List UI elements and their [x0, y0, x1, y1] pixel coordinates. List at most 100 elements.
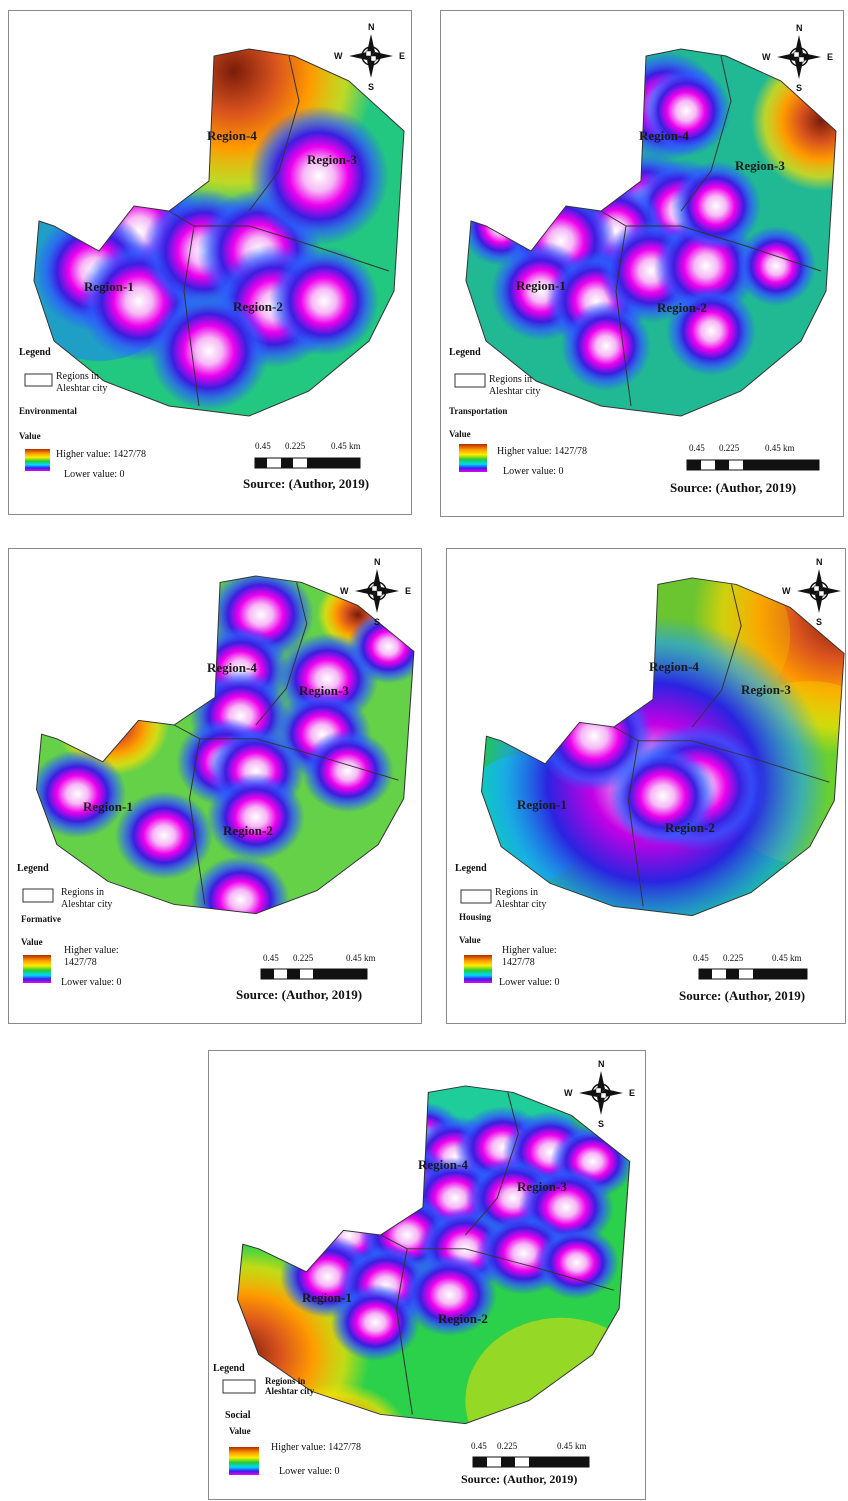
- scale-bar: 0.45 0.225 0.45 km: [260, 953, 376, 980]
- legend: Legend Regions in Aleshtar city Social V…: [213, 1363, 361, 1477]
- svg-text:S: S: [598, 1119, 604, 1129]
- svg-text:0.45: 0.45: [689, 443, 705, 453]
- color-ramp: [229, 1447, 259, 1475]
- region-4-label: Region-4: [207, 660, 257, 675]
- scale-bar: 0.45 0.225 0.45 km: [686, 443, 820, 471]
- svg-text:Higher value:: Higher value:: [502, 945, 557, 956]
- svg-text:0.45 km: 0.45 km: [772, 953, 802, 963]
- svg-text:Higher value: 1427/78: Higher value: 1427/78: [497, 446, 587, 457]
- source-text: Source: (Author, 2019): [679, 988, 805, 1003]
- north-arrow-icon: N S E W: [762, 23, 833, 93]
- svg-text:N: N: [816, 557, 823, 567]
- source-text: Source: (Author, 2019): [461, 1472, 577, 1486]
- region-1-label: Region-1: [84, 279, 134, 294]
- legend: Legend Regions in Aleshtar city Environm…: [19, 347, 146, 480]
- svg-text:N: N: [598, 1059, 605, 1069]
- source-text: Source: (Author, 2019): [243, 476, 369, 491]
- svg-text:0.225: 0.225: [719, 443, 740, 453]
- svg-text:Aleshtar city: Aleshtar city: [489, 386, 540, 397]
- svg-text:Higher value:: Higher value:: [64, 945, 119, 956]
- svg-text:0.225: 0.225: [723, 953, 744, 963]
- region-1-label: Region-1: [516, 278, 566, 293]
- region-1-label: Region-1: [83, 799, 133, 814]
- map-formative: Region-4 Region-3 Region-1 Region-2 N S …: [17, 557, 415, 1002]
- svg-text:Aleshtar city: Aleshtar city: [265, 1386, 315, 1396]
- svg-text:W: W: [762, 52, 771, 62]
- legend: Legend Regions in Aleshtar city Housing …: [455, 863, 560, 988]
- map-transportation: Region-4 Region-3 Region-1 Region-2 N S …: [449, 23, 837, 495]
- svg-text:Lower value: 0: Lower value: 0: [279, 1466, 340, 1477]
- svg-text:Legend: Legend: [449, 347, 481, 358]
- map-panel-transportation: Region-4 Region-3 Region-1 Region-2 N S …: [440, 10, 844, 517]
- scale-bar: 0.45 0.225 0.45 km: [693, 953, 808, 980]
- svg-text:Lower value: 0: Lower value: 0: [61, 977, 122, 988]
- svg-text:Value: Value: [19, 431, 41, 441]
- color-ramp: [25, 449, 50, 471]
- svg-text:N: N: [796, 23, 803, 33]
- svg-text:0.225: 0.225: [293, 953, 314, 963]
- svg-text:Lower value: 0: Lower value: 0: [64, 469, 125, 480]
- svg-text:Regions in: Regions in: [495, 887, 538, 898]
- region-3-label: Region-3: [741, 682, 791, 697]
- theme-label: Transportation: [449, 406, 507, 416]
- svg-text:Legend: Legend: [455, 863, 487, 874]
- svg-text:0.45: 0.45: [471, 1441, 487, 1451]
- svg-text:S: S: [796, 83, 802, 93]
- theme-label: Social: [225, 1410, 251, 1421]
- region-3-label: Region-3: [517, 1179, 567, 1194]
- map-panel-housing: Region-4 Region-3 Region-1 Region-2 N S …: [446, 548, 846, 1024]
- svg-text:1427/78: 1427/78: [64, 957, 97, 968]
- region-1-label: Region-1: [517, 797, 567, 812]
- region-3-label: Region-3: [307, 152, 357, 167]
- north-arrow-icon: N S E W: [334, 22, 405, 92]
- svg-text:Legend: Legend: [213, 1363, 245, 1374]
- region-2-label: Region-2: [233, 299, 283, 314]
- svg-text:Value: Value: [21, 937, 43, 947]
- region-2-label: Region-2: [223, 823, 273, 838]
- svg-text:E: E: [827, 52, 833, 62]
- source-text: Source: (Author, 2019): [670, 480, 796, 495]
- theme-label: Environmental: [19, 406, 77, 416]
- svg-text:N: N: [368, 22, 375, 32]
- svg-text:0.45 km: 0.45 km: [557, 1441, 587, 1451]
- svg-text:S: S: [816, 617, 822, 627]
- svg-text:Value: Value: [459, 935, 481, 945]
- svg-text:Regions in: Regions in: [61, 887, 104, 898]
- scale-bar: 0.45 0.225 0.45 km: [471, 1441, 590, 1468]
- scale-bar: 0.45 0.225 0.45 km: [254, 441, 361, 469]
- region-2-label: Region-2: [665, 820, 715, 835]
- svg-text:Lower value: 0: Lower value: 0: [503, 466, 564, 477]
- color-ramp: [23, 955, 51, 983]
- legend: Legend Regions in Aleshtar city Formativ…: [17, 863, 122, 988]
- map-panel-social: Region-4 Region-3 Region-1 Region-2 N S …: [208, 1050, 646, 1500]
- svg-text:Value: Value: [449, 429, 471, 439]
- svg-text:Aleshtar city: Aleshtar city: [495, 899, 546, 910]
- svg-text:W: W: [340, 586, 349, 596]
- svg-text:Regions in: Regions in: [56, 371, 99, 382]
- svg-text:Higher value: 1427/78: Higher value: 1427/78: [271, 1442, 361, 1453]
- svg-text:Aleshtar city: Aleshtar city: [56, 383, 107, 394]
- svg-text:0.45: 0.45: [255, 441, 271, 451]
- map-social: Region-4 Region-3 Region-1 Region-2 N S …: [213, 1059, 635, 1486]
- svg-text:S: S: [368, 82, 374, 92]
- svg-text:S: S: [374, 617, 380, 627]
- svg-text:N: N: [374, 557, 381, 567]
- svg-text:0.45 km: 0.45 km: [765, 443, 795, 453]
- svg-text:E: E: [629, 1088, 635, 1098]
- region-4-label: Region-4: [639, 128, 689, 143]
- svg-text:W: W: [564, 1088, 573, 1098]
- color-ramp: [464, 955, 492, 983]
- svg-text:Regions in: Regions in: [265, 1376, 305, 1386]
- region-4-label: Region-4: [649, 659, 699, 674]
- svg-text:W: W: [782, 586, 791, 596]
- svg-text:0.225: 0.225: [497, 1441, 518, 1451]
- source-text: Source: (Author, 2019): [236, 987, 362, 1002]
- color-ramp: [459, 444, 487, 472]
- region-4-label: Region-4: [418, 1157, 468, 1172]
- svg-text:Aleshtar city: Aleshtar city: [61, 899, 112, 910]
- svg-text:0.45 km: 0.45 km: [331, 441, 361, 451]
- svg-text:0.225: 0.225: [285, 441, 306, 451]
- theme-label: Formative: [21, 914, 61, 924]
- svg-text:0.45: 0.45: [263, 953, 279, 963]
- north-arrow-icon: N S E W: [564, 1059, 635, 1129]
